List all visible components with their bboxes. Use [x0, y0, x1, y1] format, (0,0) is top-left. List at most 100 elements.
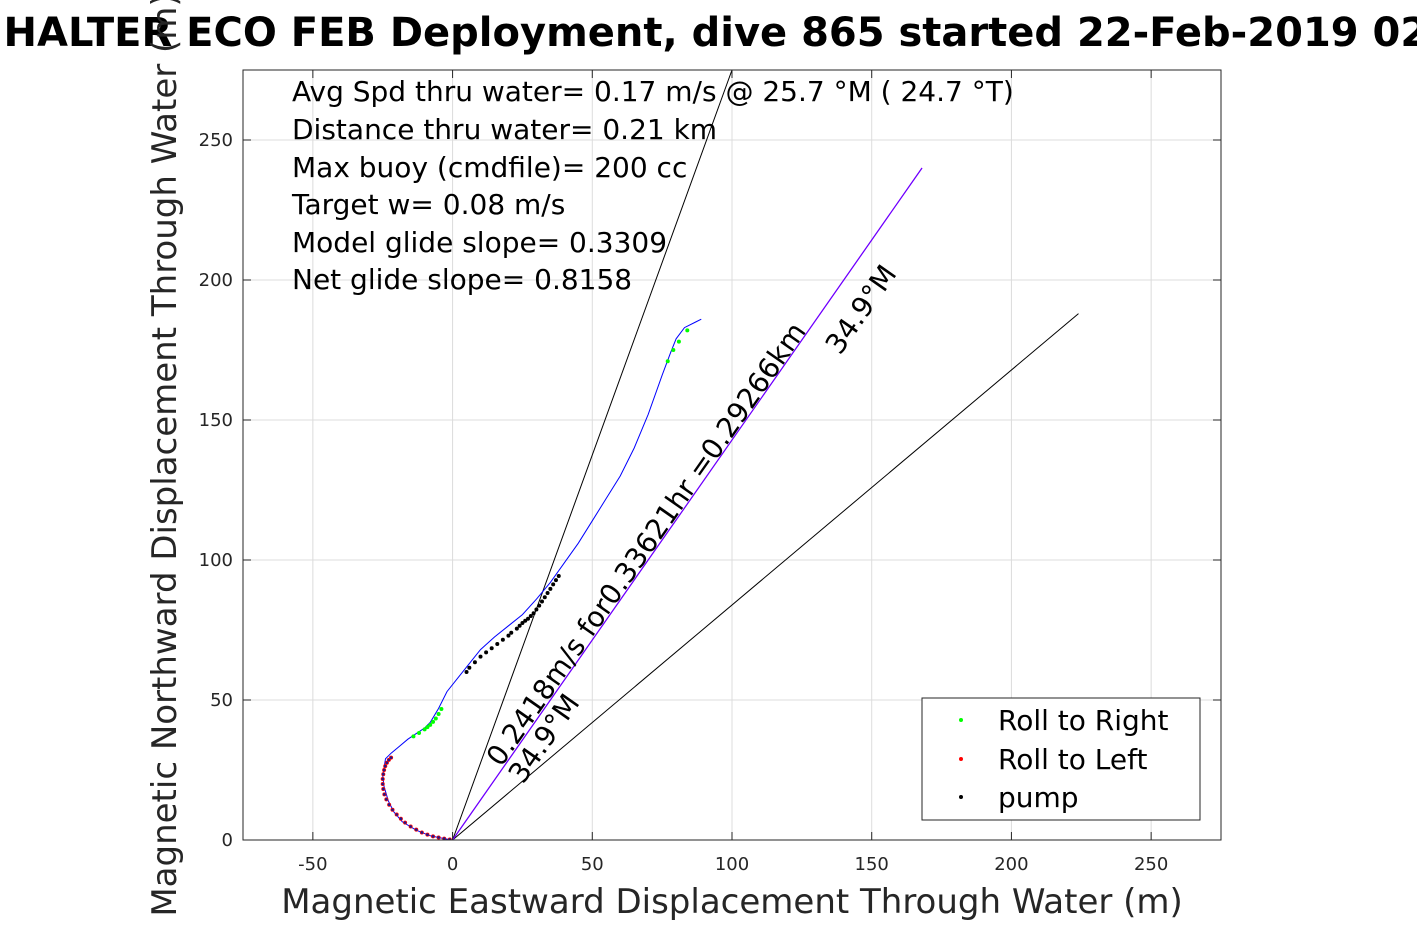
x-tick-label: 0	[447, 854, 458, 875]
net-displacement-label: 0.2418m/s for0.33621hr =0.29266km	[480, 316, 813, 772]
pump-point	[531, 611, 536, 616]
roll-right-point	[428, 722, 433, 727]
legend-box	[921, 697, 1201, 821]
chart-title: SG219 HALTER ECO FEB Deployment, dive 86…	[0, 10, 1417, 56]
annotation-net-glide-slope: Net glide slope= 0.8158	[292, 263, 632, 296]
pump-point	[509, 630, 514, 635]
pump-point	[467, 665, 472, 670]
roll-left-point-overlay	[381, 782, 385, 786]
legend-marker-roll-left	[959, 757, 963, 761]
net-displacement-line-overlay	[452, 167, 923, 840]
x-ticks: -50 0 50 100 150 200 250	[298, 70, 1168, 875]
pump-point	[489, 646, 494, 651]
pump-point	[556, 573, 561, 578]
legend-marker-pump	[959, 795, 963, 799]
y-tick-label: 200	[199, 270, 233, 291]
x-tick-label: 200	[994, 854, 1028, 875]
roll-left-point-overlay	[387, 803, 391, 807]
roll-left-point-overlay	[381, 777, 385, 781]
pump-point	[478, 654, 483, 659]
pump-point	[548, 586, 553, 591]
roll-left-point-overlay	[385, 761, 389, 765]
heading-ray-left	[452, 70, 733, 840]
x-axis-label: Magnetic Eastward Displacement Through W…	[281, 882, 1183, 922]
pump-point	[545, 591, 550, 596]
roll-left-point-overlay	[426, 833, 429, 836]
y-ticks: 0 50 100 150 200 250	[199, 130, 1221, 851]
roll-right-point	[431, 719, 436, 724]
y-tick-label: 250	[199, 130, 233, 151]
roll-left-point-overlay	[385, 798, 388, 801]
roll-right-point	[665, 359, 670, 364]
pump-point	[464, 670, 469, 674]
x-tick-label: 100	[715, 854, 749, 875]
roll-right-point	[676, 339, 681, 344]
annotation-model-glide-slope: Model glide slope= 0.3309	[292, 226, 667, 259]
grid-lines	[243, 70, 1221, 841]
legend-marker-roll-right	[959, 718, 963, 722]
pump-point	[484, 650, 489, 655]
roll-left-point-overlay	[431, 835, 435, 838]
y-tick-label: 0	[222, 830, 233, 851]
plot-marks	[380, 70, 1079, 840]
legend-label-roll-right: Roll to Right	[998, 704, 1169, 737]
y-tick-label: 150	[199, 410, 233, 431]
roll-left-point-overlay	[420, 831, 424, 834]
pump-point	[514, 626, 519, 631]
annotation-avg-speed: Avg Spd thru water= 0.17 m/s @ 25.7 °M (…	[292, 75, 1014, 108]
roll-right-point	[671, 348, 676, 352]
pump-point	[472, 660, 477, 665]
roll-left-point-overlay	[403, 821, 407, 824]
roll-right-point	[425, 725, 430, 730]
roll-left-point-overlay	[399, 817, 403, 821]
roll-right-point	[411, 734, 416, 739]
annotation-target-w: Target w= 0.08 m/s	[291, 188, 565, 221]
roll-left-point-overlay	[383, 793, 386, 796]
pump-point	[520, 621, 525, 625]
roll-left-point-overlay	[381, 787, 385, 791]
roll-right-point	[439, 706, 444, 711]
pump-point	[542, 595, 547, 600]
pump-point	[523, 618, 528, 623]
x-tick-label: 150	[855, 854, 889, 875]
roll-left-point-overlay	[381, 772, 385, 776]
roll-left-point-overlay	[409, 825, 412, 828]
roll-left-point-overlay	[391, 808, 394, 812]
pump-point	[528, 614, 533, 618]
heading-ray-right	[452, 313, 1079, 840]
legend-label-roll-left: Roll to Left	[998, 743, 1147, 776]
roll-left-point-overlay	[387, 758, 391, 762]
pump-point	[517, 623, 522, 628]
pump-point	[553, 578, 558, 583]
pump-point	[539, 599, 544, 604]
annotation-distance: Distance thru water= 0.21 km	[292, 113, 717, 146]
roll-right-point	[417, 731, 422, 736]
stats-annotations: Avg Spd thru water= 0.17 m/s @ 25.7 °M (…	[291, 75, 1014, 296]
legend-label-pump: pump	[998, 781, 1079, 814]
pump-point	[506, 633, 511, 638]
x-tick-label: -50	[298, 854, 327, 875]
roll-right-point	[436, 712, 441, 716]
roll-right-point	[685, 328, 690, 333]
legend: Roll to Right Roll to Left pump	[921, 697, 1201, 821]
y-axis-label: Magnetic Northward Displacement Through …	[145, 0, 185, 917]
roll-left-point-overlay	[383, 764, 387, 768]
pump-point	[526, 616, 531, 621]
x-tick-label: 250	[1134, 854, 1168, 875]
roll-left-point-overlay	[442, 837, 446, 840]
x-tick-label: 50	[581, 854, 604, 875]
y-tick-label: 100	[199, 550, 233, 571]
roll-left-point-overlay	[437, 836, 440, 839]
pump-point	[500, 637, 505, 642]
annotation-max-buoy: Max buoy (cmdfile)= 200 cc	[292, 151, 687, 184]
pump-point	[495, 642, 500, 646]
roll-right-point	[422, 727, 427, 732]
heading-label-end: 34.9°M	[819, 259, 904, 360]
pump-point	[551, 582, 556, 587]
roll-left-point-overlay	[382, 768, 386, 772]
roll-left-point-overlay	[395, 813, 398, 816]
plot-area	[380, 70, 1079, 840]
pump-point	[534, 607, 539, 612]
y-tick-label: 50	[210, 690, 233, 711]
